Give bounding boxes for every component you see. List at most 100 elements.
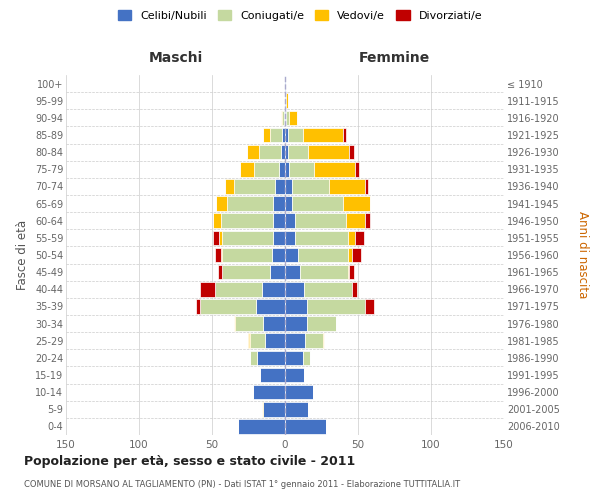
Bar xyxy=(215,282,262,296)
Bar xyxy=(352,282,356,296)
Bar xyxy=(260,368,285,382)
Bar xyxy=(302,350,310,365)
Text: Femmine: Femmine xyxy=(359,51,430,65)
Bar xyxy=(348,230,355,245)
Bar xyxy=(222,248,272,262)
Bar xyxy=(348,265,349,280)
Bar xyxy=(214,214,221,228)
Y-axis label: Fasce di età: Fasce di età xyxy=(16,220,29,290)
Bar xyxy=(289,162,314,176)
Bar xyxy=(355,230,364,245)
Bar xyxy=(295,230,348,245)
Text: COMUNE DI MORSANO AL TAGLIAMENTO (PN) - Dati ISTAT 1° gennaio 2011 - Elaborazion: COMUNE DI MORSANO AL TAGLIAMENTO (PN) - … xyxy=(24,480,460,489)
Bar xyxy=(288,145,308,160)
Bar xyxy=(355,162,359,176)
Bar xyxy=(314,162,355,176)
Bar xyxy=(234,316,235,331)
Bar xyxy=(221,248,222,262)
Bar xyxy=(275,179,285,194)
Bar xyxy=(365,179,368,194)
Bar xyxy=(285,402,308,416)
Bar xyxy=(234,179,275,194)
Bar xyxy=(263,402,285,416)
Bar xyxy=(323,334,325,348)
Bar xyxy=(282,110,284,125)
Bar xyxy=(299,265,348,280)
Bar xyxy=(262,282,285,296)
Bar xyxy=(365,299,374,314)
Bar xyxy=(285,248,298,262)
Bar xyxy=(285,76,286,91)
Bar xyxy=(288,128,302,142)
Bar xyxy=(196,299,200,314)
Bar xyxy=(302,128,343,142)
Bar xyxy=(348,248,352,262)
Bar xyxy=(286,110,289,125)
Bar xyxy=(200,299,256,314)
Text: Popolazione per età, sesso e stato civile - 2011: Popolazione per età, sesso e stato civil… xyxy=(24,455,355,468)
Bar xyxy=(285,334,305,348)
Bar xyxy=(349,145,353,160)
Y-axis label: Anni di nascita: Anni di nascita xyxy=(577,212,589,298)
Bar xyxy=(238,419,285,434)
Bar xyxy=(281,145,285,160)
Bar xyxy=(256,299,285,314)
Bar xyxy=(285,368,304,382)
Bar xyxy=(285,145,288,160)
Text: Maschi: Maschi xyxy=(148,51,203,65)
Bar xyxy=(285,162,289,176)
Bar xyxy=(308,145,349,160)
Bar xyxy=(285,128,288,142)
Bar xyxy=(352,248,361,262)
Bar xyxy=(271,128,282,142)
Bar xyxy=(225,179,234,194)
Bar xyxy=(217,196,227,211)
Bar xyxy=(285,350,302,365)
Bar xyxy=(214,230,220,245)
Bar xyxy=(285,282,304,296)
Bar xyxy=(271,265,285,280)
Bar xyxy=(305,334,323,348)
Bar xyxy=(282,128,285,142)
Bar xyxy=(227,196,274,211)
Bar xyxy=(254,162,279,176)
Bar xyxy=(285,230,295,245)
Bar xyxy=(343,196,370,211)
Bar xyxy=(284,110,285,125)
Bar xyxy=(218,265,222,280)
Bar xyxy=(279,162,285,176)
Bar xyxy=(304,282,352,296)
Bar xyxy=(285,94,286,108)
Bar xyxy=(200,282,215,296)
Bar xyxy=(235,316,263,331)
Bar xyxy=(250,350,257,365)
Bar xyxy=(285,316,307,331)
Bar xyxy=(292,196,343,211)
Bar xyxy=(285,385,313,400)
Bar xyxy=(240,162,254,176)
Bar xyxy=(257,350,285,365)
Bar xyxy=(307,316,336,331)
Bar xyxy=(274,214,285,228)
Bar xyxy=(248,334,250,348)
Bar xyxy=(259,145,281,160)
Bar xyxy=(285,419,326,434)
Bar xyxy=(298,248,348,262)
Legend: Celibi/Nubili, Coniugati/e, Vedovi/e, Divorziati/e: Celibi/Nubili, Coniugati/e, Vedovi/e, Di… xyxy=(113,6,487,25)
Bar xyxy=(221,214,274,228)
Bar xyxy=(285,214,295,228)
Bar xyxy=(247,145,259,160)
Bar xyxy=(222,230,274,245)
Bar xyxy=(263,128,271,142)
Bar xyxy=(285,196,292,211)
Bar xyxy=(365,214,370,228)
Bar xyxy=(220,230,222,245)
Bar xyxy=(274,196,285,211)
Bar xyxy=(289,110,296,125)
Bar xyxy=(285,179,292,194)
Bar xyxy=(285,110,286,125)
Bar xyxy=(262,402,263,416)
Bar xyxy=(274,230,285,245)
Bar xyxy=(272,248,285,262)
Bar xyxy=(285,299,307,314)
